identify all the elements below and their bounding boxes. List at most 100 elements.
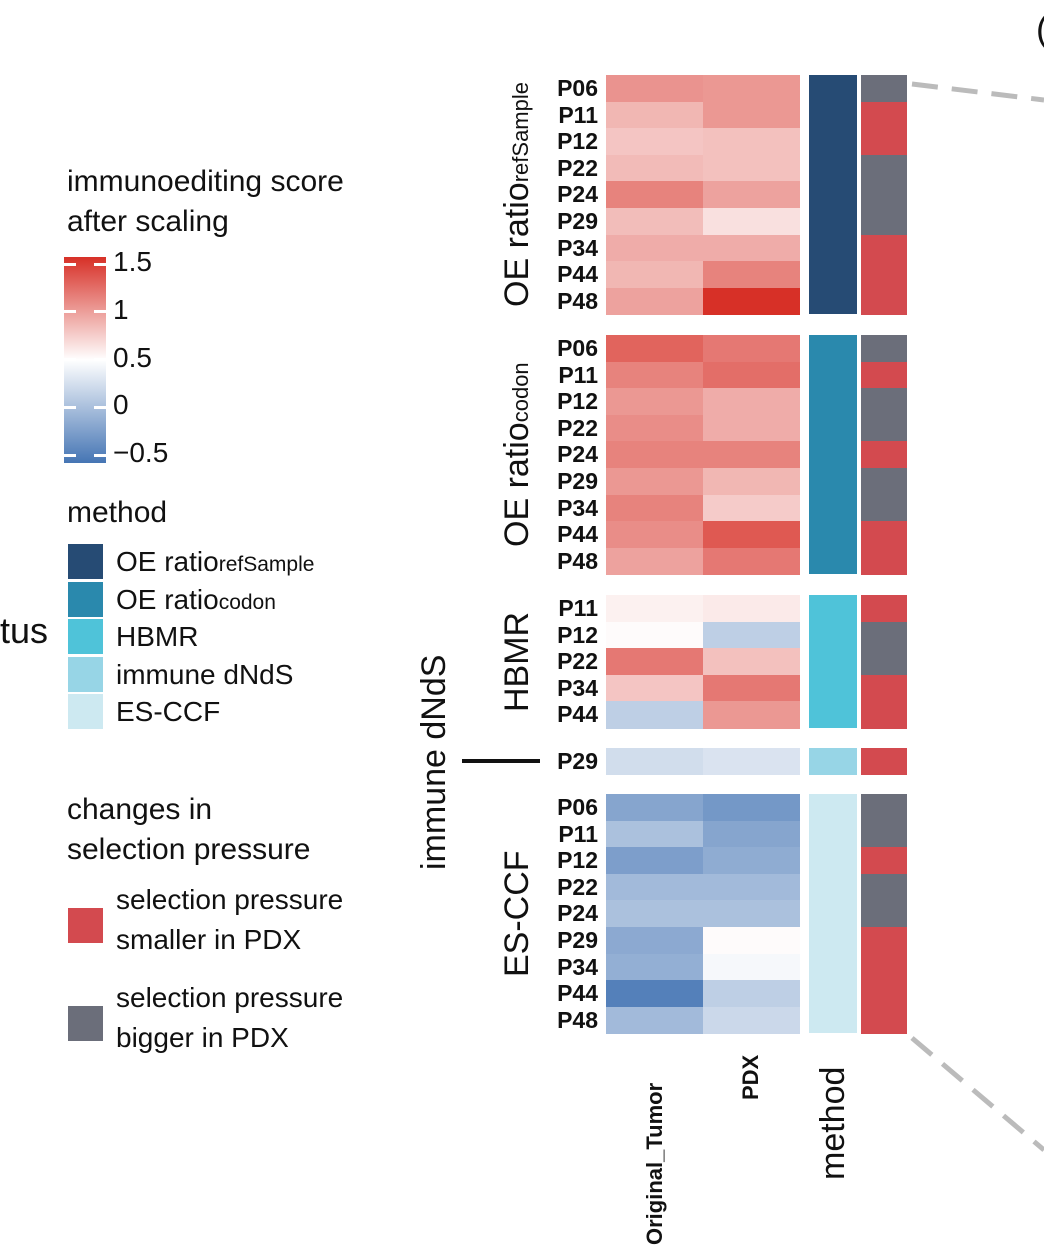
change-cell bbox=[861, 847, 907, 875]
heatmap-cell bbox=[606, 1006, 704, 1034]
heatmap-cell bbox=[606, 388, 704, 416]
heatmap-cell bbox=[606, 953, 704, 981]
change-cell bbox=[861, 794, 907, 822]
change-legend-label-line1: selection pressure bbox=[116, 884, 344, 915]
change-cell bbox=[861, 927, 907, 955]
heatmap-cell bbox=[606, 441, 704, 469]
row-label: P22 bbox=[557, 648, 598, 675]
heatmap-cell bbox=[606, 75, 704, 103]
heatmap-cell bbox=[702, 414, 800, 442]
heatmap-cell bbox=[606, 234, 704, 262]
row-label: P24 bbox=[557, 900, 598, 927]
change-cell bbox=[861, 674, 907, 702]
row-label: P29 bbox=[557, 468, 598, 494]
score-legend-title-1: immunoediting score bbox=[67, 165, 344, 198]
row-label: P44 bbox=[557, 521, 598, 548]
row-label: P29 bbox=[557, 748, 598, 774]
heatmap-cell bbox=[702, 794, 800, 822]
heatmap-cell bbox=[702, 468, 800, 496]
heatmap-cell bbox=[702, 181, 800, 209]
heatmap-cell bbox=[606, 361, 704, 389]
colorbar-tick-label: 0 bbox=[113, 389, 129, 421]
change-cell bbox=[861, 287, 907, 315]
heatmap-cell bbox=[606, 154, 704, 182]
change-legend-label-line1: selection pressure bbox=[116, 982, 344, 1013]
group-label-main: OE ratio bbox=[498, 422, 536, 548]
row-label: P22 bbox=[557, 154, 598, 181]
change-cell bbox=[861, 128, 907, 156]
column-label-pdx: PDX bbox=[738, 1054, 763, 1100]
group-label-main: immune dNdS bbox=[415, 654, 453, 870]
row-label: P44 bbox=[557, 701, 598, 728]
heatmap-cell bbox=[702, 547, 800, 575]
dashed-guide-lines bbox=[910, 81, 1044, 1152]
heatmap-cell bbox=[606, 927, 704, 955]
change-legend-label-line2: smaller in PDX bbox=[116, 924, 302, 955]
change-cell bbox=[861, 621, 907, 649]
change-cell bbox=[861, 414, 907, 442]
heatmap-cell bbox=[606, 414, 704, 442]
colorbar-tick-right bbox=[94, 310, 106, 314]
colorbar-tick-label: 0.5 bbox=[113, 341, 152, 373]
heatmap-cell bbox=[702, 820, 800, 848]
row-label: P22 bbox=[557, 873, 598, 900]
colorbar-tick-label: 1 bbox=[113, 293, 129, 325]
row-label: P24 bbox=[557, 441, 598, 468]
change-cell bbox=[861, 181, 907, 209]
method-legend-label-sub: codon bbox=[218, 590, 276, 614]
change-cell bbox=[861, 101, 907, 129]
heatmap-cell bbox=[702, 388, 800, 416]
heatmap-cell bbox=[606, 547, 704, 575]
method-legend-label: HBMR bbox=[116, 621, 198, 653]
row-label: P29 bbox=[557, 208, 598, 234]
method-legend-label-sub: refSample bbox=[218, 553, 315, 576]
method-legend-title: method bbox=[67, 496, 168, 529]
change-cell bbox=[861, 900, 907, 928]
change-cell bbox=[861, 208, 907, 236]
row-label: P44 bbox=[557, 980, 598, 1007]
row-label: P12 bbox=[557, 847, 598, 874]
heatmap-cell bbox=[606, 873, 704, 901]
heatmap-cell bbox=[606, 900, 704, 928]
method-legend-label: OE ratiocodon bbox=[116, 584, 276, 619]
heatmap-cell bbox=[702, 494, 800, 522]
change-legend-title-2: selection pressure bbox=[67, 833, 311, 866]
heatmap-cell bbox=[606, 748, 704, 776]
heatmap-cell bbox=[702, 128, 800, 156]
heatmap-cell bbox=[606, 128, 704, 156]
method-legend-label-main: HBMR bbox=[116, 621, 199, 652]
partial-top-text: ( bbox=[1036, 8, 1044, 50]
column-label-original-tumor: Original_Tumor bbox=[642, 1082, 667, 1245]
group-label: ES-CCF bbox=[497, 850, 537, 977]
heatmap-cell bbox=[606, 820, 704, 848]
method-legend-label-main: OE ratio bbox=[116, 583, 219, 615]
change-cell bbox=[861, 980, 907, 1008]
heatmap-cell bbox=[702, 1006, 800, 1034]
heatmap-cell bbox=[606, 181, 704, 209]
method-legend-label-main: OE ratio bbox=[116, 546, 219, 577]
change-cell bbox=[861, 494, 907, 522]
heatmap-cell bbox=[702, 101, 800, 129]
group-label: HBMR bbox=[497, 611, 537, 711]
heatmap-cell bbox=[702, 873, 800, 901]
row-label: P34 bbox=[557, 953, 598, 980]
heatmap-cell bbox=[702, 335, 800, 363]
colorbar-tick-left bbox=[64, 453, 76, 457]
colorbar-tick-left bbox=[64, 405, 76, 409]
change-cell bbox=[861, 521, 907, 549]
heatmap-cell bbox=[702, 674, 800, 702]
change-cell bbox=[861, 388, 907, 416]
heatmap-cell bbox=[702, 648, 800, 676]
heatmap-cell bbox=[702, 154, 800, 182]
method-legend-swatch bbox=[68, 694, 103, 729]
method-legend-swatch bbox=[68, 544, 103, 579]
heatmap-cell bbox=[606, 621, 704, 649]
dashed-line-top bbox=[911, 81, 1044, 103]
row-label: P29 bbox=[557, 927, 598, 953]
method-strip bbox=[809, 748, 857, 775]
change-legend-title-1: changes in bbox=[67, 793, 213, 826]
immune-dnds-connector bbox=[462, 759, 540, 763]
colorbar-tick-left bbox=[64, 358, 76, 361]
row-label: P11 bbox=[558, 361, 598, 388]
heatmap-cell bbox=[606, 794, 704, 822]
